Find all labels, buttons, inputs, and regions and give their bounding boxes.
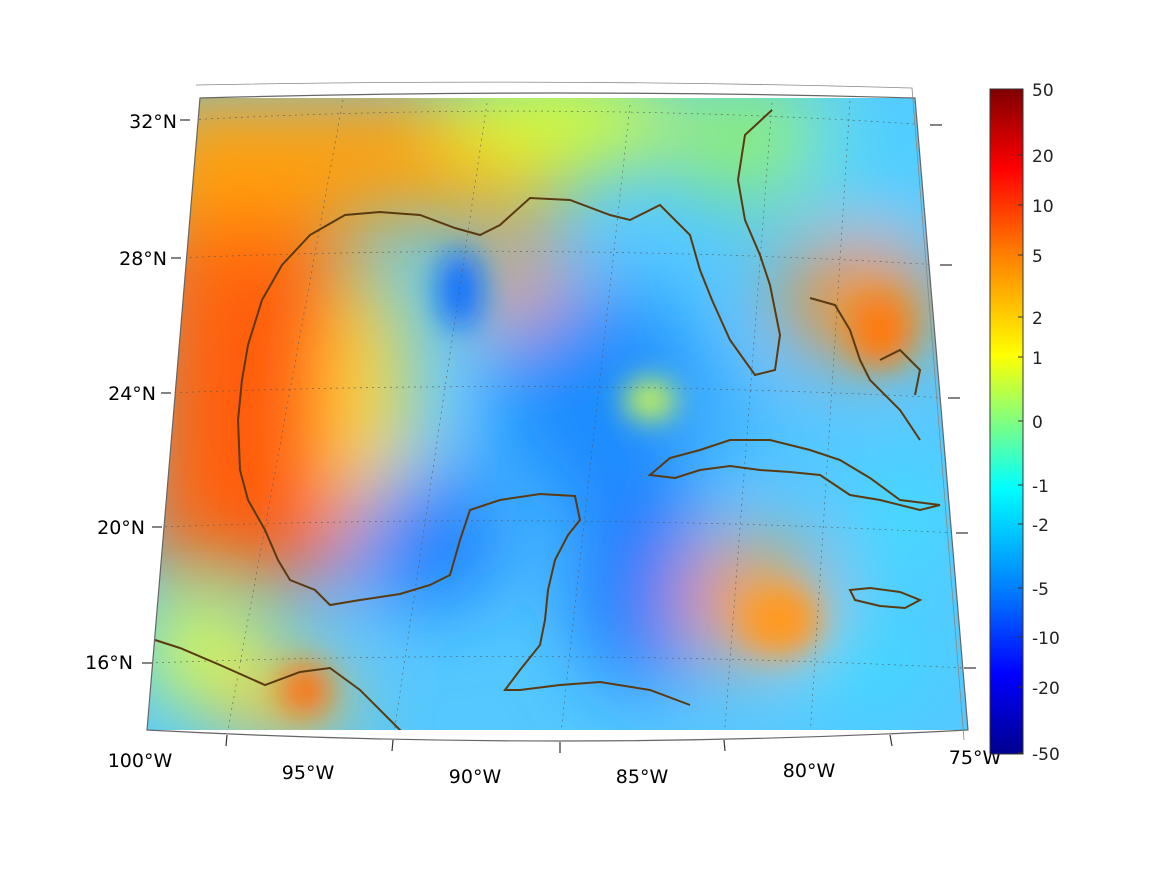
colorbar-label-neg2: -2 <box>1032 516 1049 536</box>
lon-label-95: 95°W <box>282 762 335 784</box>
colorbar-label-1: 1 <box>1032 349 1043 369</box>
colorbar-label-0: 0 <box>1032 413 1043 433</box>
lat-label-16: 16°N <box>85 652 133 674</box>
colorbar-label-neg5: -5 <box>1032 580 1049 600</box>
lat-label-20: 20°N <box>97 517 145 539</box>
lat-labels: 32°N 28°N 24°N 20°N 16°N <box>85 111 177 674</box>
colorbar-ticks <box>1018 88 1023 754</box>
colorbar-label-neg1: -1 <box>1032 477 1049 497</box>
colorbar-labels: 50 20 10 5 2 1 0 -1 -2 -5 -10 -20 -50 <box>1032 81 1060 765</box>
lat-label-24: 24°N <box>108 383 156 405</box>
map-panel: 32°N 28°N 24°N 20°N 16°N 100°W 95°W 90°W… <box>85 81 1002 788</box>
colorbar-label-10: 10 <box>1032 197 1054 217</box>
lon-labels: 100°W 95°W 90°W 85°W 80°W 75°W <box>108 747 1002 788</box>
colorbar-label-neg20: -20 <box>1032 679 1060 699</box>
coastlines <box>154 109 941 730</box>
field-raster <box>147 98 968 730</box>
colorbar-label-5: 5 <box>1032 247 1043 267</box>
lon-label-85: 85°W <box>616 766 669 788</box>
lon-label-90: 90°W <box>449 766 502 788</box>
colorbar-label-2: 2 <box>1032 309 1043 329</box>
map-frame <box>146 92 969 742</box>
graticule <box>149 99 965 730</box>
colorbar-label-20: 20 <box>1032 147 1054 167</box>
lon-label-80: 80°W <box>783 760 836 782</box>
colorbar: 50 20 10 5 2 1 0 -1 -2 -5 -10 -20 -50 <box>989 81 1060 765</box>
lon-label-100: 100°W <box>108 750 173 772</box>
colorbar-label-neg50: -50 <box>1032 745 1060 765</box>
lon-label-75: 75°W <box>949 747 1002 769</box>
lat-label-32: 32°N <box>129 111 177 133</box>
colorbar-label-neg10: -10 <box>1032 629 1060 649</box>
colorbar-label-50: 50 <box>1032 81 1054 101</box>
lat-label-28: 28°N <box>119 248 167 270</box>
